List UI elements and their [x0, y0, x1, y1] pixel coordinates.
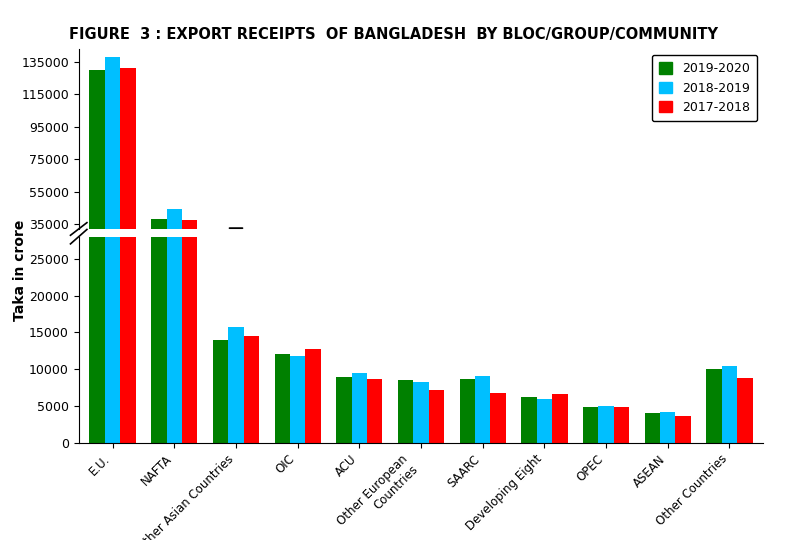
Bar [737, 378, 752, 443]
Bar [583, 408, 598, 443]
Bar [722, 264, 737, 281]
Bar [305, 349, 321, 443]
Bar [336, 376, 352, 443]
Text: Taka in crore: Taka in crore [13, 219, 27, 321]
Bar [398, 267, 413, 281]
Bar [151, 163, 167, 443]
Bar [398, 380, 413, 443]
Text: FIGURE  3 : EXPORT RECEIPTS  OF BANGLADESH  BY BLOC/GROUP/COMMUNITY: FIGURE 3 : EXPORT RECEIPTS OF BANGLADESH… [69, 27, 718, 42]
Bar [675, 416, 691, 443]
Bar [336, 266, 352, 281]
Bar [182, 220, 198, 281]
Bar [228, 255, 244, 281]
Bar [352, 266, 367, 281]
Bar [90, 0, 105, 443]
Bar [598, 273, 614, 281]
Bar [275, 261, 290, 281]
Bar [290, 356, 305, 443]
Bar [105, 57, 120, 281]
Bar [275, 354, 290, 443]
Bar [90, 70, 105, 281]
Bar [167, 210, 182, 281]
Legend: 2019-2020, 2018-2019, 2017-2018: 2019-2020, 2018-2019, 2017-2018 [652, 55, 757, 122]
Bar [521, 271, 537, 281]
Bar [244, 258, 259, 281]
Bar [212, 340, 228, 443]
Bar [722, 366, 737, 443]
Bar [475, 376, 490, 443]
Bar [598, 406, 614, 443]
Bar [645, 274, 660, 281]
Bar [537, 271, 552, 281]
Bar [460, 379, 475, 443]
Bar [367, 380, 382, 443]
Bar [706, 265, 722, 281]
Bar [352, 373, 367, 443]
Bar [182, 167, 198, 443]
Bar [660, 412, 675, 443]
Bar [706, 369, 722, 443]
Bar [521, 397, 537, 443]
Bar [460, 267, 475, 281]
Bar [737, 267, 752, 281]
Bar [413, 267, 429, 281]
Bar [537, 399, 552, 443]
Bar [167, 119, 182, 443]
Bar [244, 336, 259, 443]
Bar [228, 327, 244, 443]
Bar [151, 219, 167, 281]
Bar [490, 270, 506, 281]
Bar [475, 266, 490, 281]
Bar [212, 258, 228, 281]
Bar [120, 0, 135, 443]
Bar [614, 273, 630, 281]
Bar [105, 0, 120, 443]
Bar [490, 393, 506, 443]
Bar [552, 394, 567, 443]
Bar [675, 275, 691, 281]
Bar [305, 260, 321, 281]
Bar [429, 390, 444, 443]
Bar [552, 270, 567, 281]
Bar [645, 413, 660, 443]
Bar [367, 267, 382, 281]
Bar [413, 382, 429, 443]
Bar [583, 273, 598, 281]
Bar [290, 262, 305, 281]
Bar [429, 269, 444, 281]
Bar [614, 407, 630, 443]
Bar [120, 68, 135, 281]
Bar [660, 274, 675, 281]
